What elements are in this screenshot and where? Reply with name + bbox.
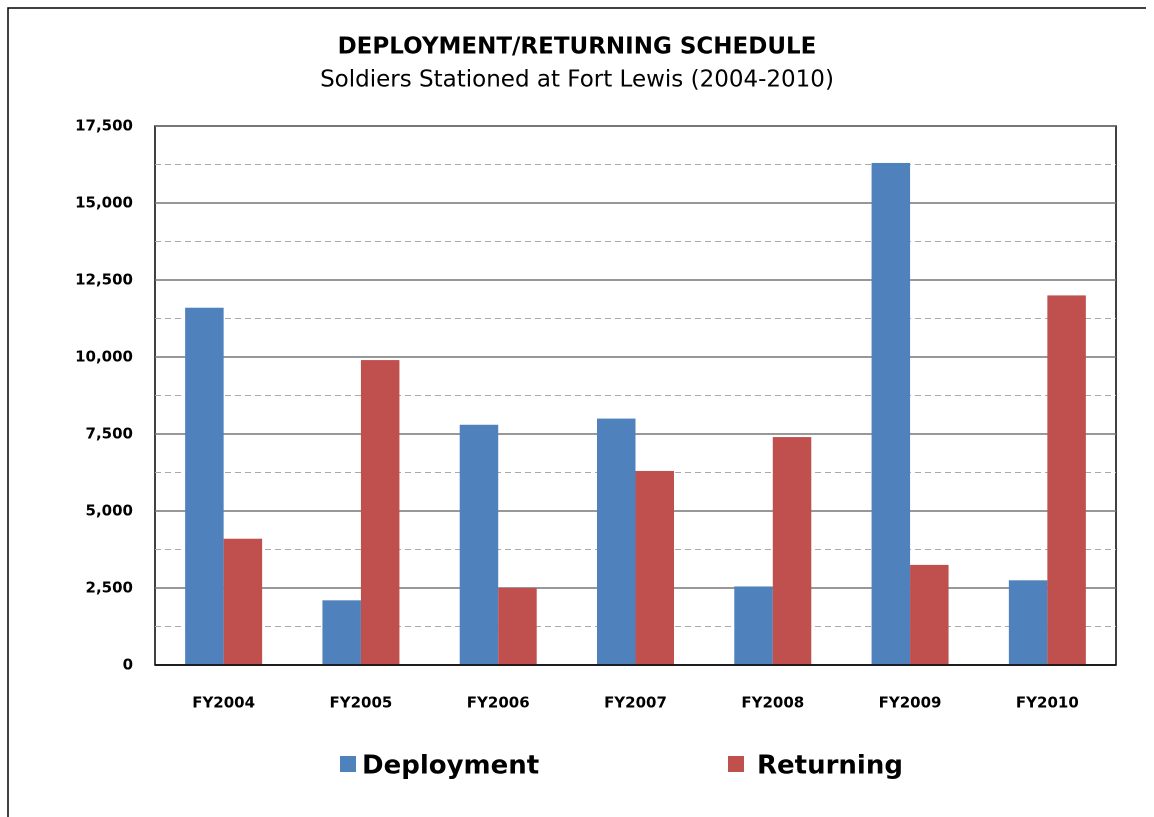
y-tick-label: 0 — [123, 656, 133, 674]
y-tick-label: 17,500 — [75, 117, 133, 135]
bar — [322, 600, 361, 665]
bar — [635, 470, 674, 665]
y-tick-label: 7,500 — [86, 425, 133, 443]
bar — [772, 437, 812, 665]
bar — [871, 162, 911, 665]
x-tick-label: FY2006 — [467, 694, 530, 712]
legend-label: Deployment — [362, 751, 539, 781]
bar — [910, 564, 949, 665]
bar — [734, 586, 773, 665]
chart-subtitle: Soldiers Stationed at Fort Lewis (2004-2… — [320, 67, 834, 93]
y-tick-label: 2,500 — [86, 579, 133, 597]
y-tick-label: 10,000 — [75, 348, 133, 366]
x-tick-label: FY2008 — [741, 694, 804, 712]
bar — [1008, 580, 1048, 665]
x-tick-label: FY2004 — [192, 694, 255, 712]
bar — [185, 307, 224, 665]
chart-title: DEPLOYMENT/RETURNING SCHEDULE — [338, 34, 817, 60]
y-tick-label: 5,000 — [86, 502, 133, 520]
bar — [1047, 295, 1086, 665]
y-tick-label: 12,500 — [75, 271, 133, 289]
y-tick-label: 15,000 — [75, 194, 133, 212]
x-tick-label: FY2005 — [329, 694, 392, 712]
bar — [223, 538, 263, 665]
legend-label: Returning — [757, 751, 903, 781]
x-tick-label: FY2010 — [1016, 694, 1079, 712]
frame — [7, 7, 1146, 817]
bar — [459, 424, 499, 665]
bar — [360, 360, 400, 665]
bar — [597, 418, 636, 665]
legend-swatch — [340, 756, 356, 772]
bar — [498, 588, 537, 665]
x-tick-label: FY2009 — [879, 694, 942, 712]
x-tick-label: FY2007 — [604, 694, 667, 712]
legend-swatch — [728, 756, 744, 772]
